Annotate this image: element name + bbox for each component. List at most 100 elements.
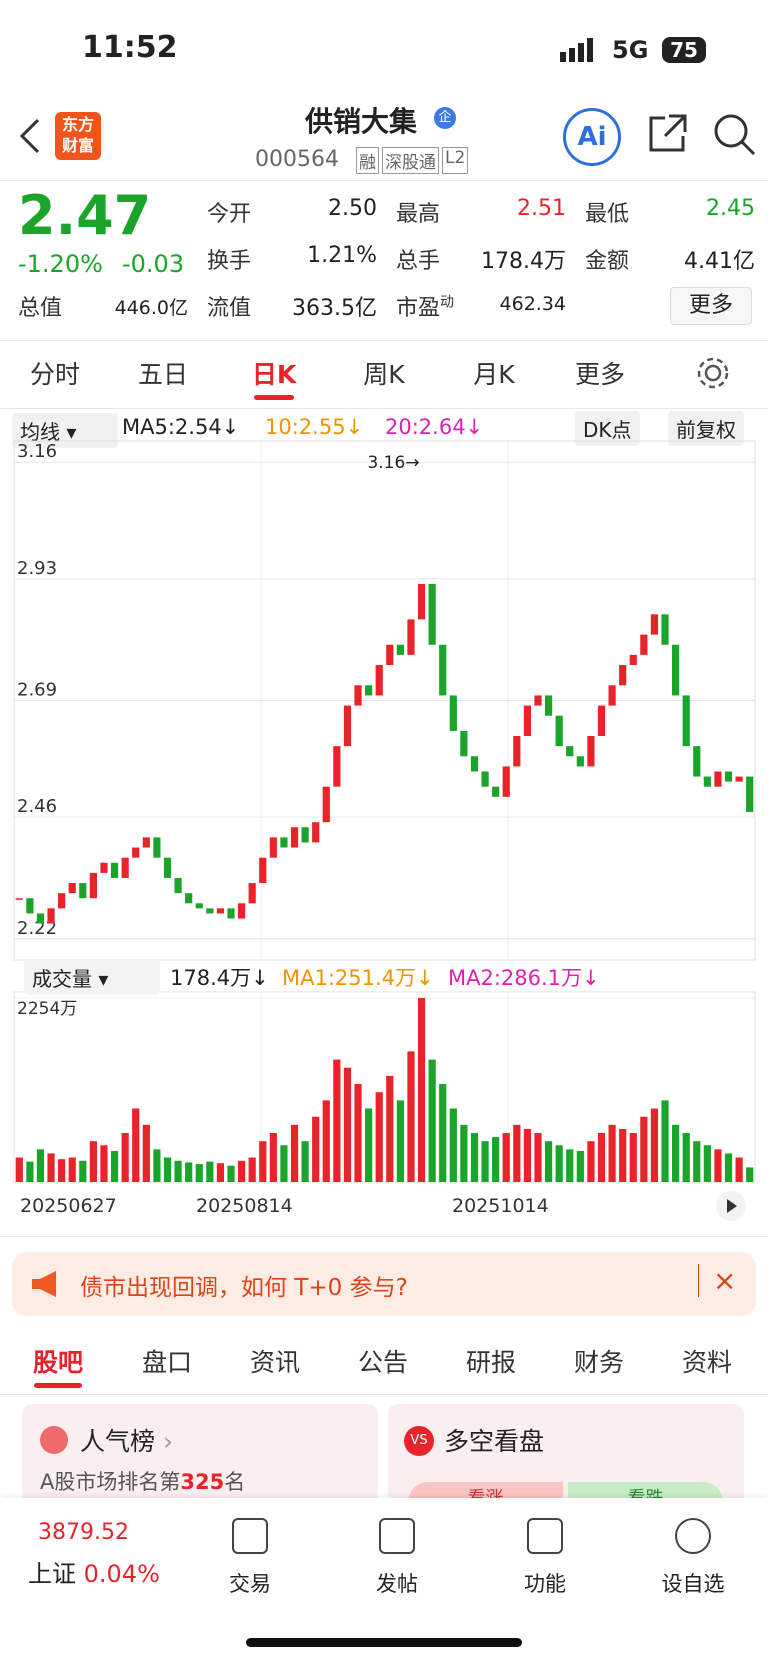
rank: 325 bbox=[180, 1470, 225, 1494]
divider bbox=[0, 180, 768, 181]
field-label: 总值 bbox=[18, 290, 62, 322]
candle bbox=[280, 837, 288, 848]
field-value: 2.45 bbox=[706, 196, 755, 221]
ai-button[interactable]: Ai bbox=[563, 108, 621, 166]
period-tab[interactable]: 更多 bbox=[574, 360, 626, 389]
volume-bar bbox=[227, 1165, 235, 1182]
field-label: 最低 bbox=[585, 196, 629, 228]
volume-bar bbox=[375, 1092, 383, 1182]
volume-bar bbox=[449, 1108, 457, 1182]
sub-tab[interactable]: 研报 bbox=[465, 1348, 517, 1377]
volume-bar bbox=[544, 1141, 553, 1182]
home-indicator bbox=[246, 1638, 522, 1647]
volume-bar bbox=[110, 1150, 119, 1182]
ma-selector-label: 均线 bbox=[20, 420, 60, 444]
candle bbox=[703, 776, 711, 787]
volume-bar bbox=[396, 1100, 404, 1182]
y-tick-label: 2.69 bbox=[17, 680, 57, 701]
field-label: 今开 bbox=[207, 196, 251, 228]
logo-line: 东方 bbox=[61, 115, 94, 134]
volume-bar bbox=[89, 1141, 97, 1182]
nav-label[interactable]: 设自选 bbox=[661, 1572, 725, 1596]
candle bbox=[121, 857, 129, 878]
volume-bar bbox=[343, 1067, 352, 1182]
card-title-text: 人气榜 bbox=[80, 1427, 156, 1456]
scroll-arrow bbox=[727, 1199, 737, 1213]
index-name: 上证 bbox=[28, 1560, 76, 1588]
period-tab[interactable]: 月K bbox=[473, 360, 515, 389]
banner[interactable]: 债市出现回调，如何 T+0 参与? × bbox=[12, 1252, 756, 1316]
time: 11:52 bbox=[82, 30, 178, 65]
more-button[interactable]: 更多 bbox=[670, 287, 752, 325]
volume-bar bbox=[68, 1157, 76, 1182]
tab-underline bbox=[34, 1383, 82, 1388]
volume-bar bbox=[661, 1100, 669, 1182]
tag: 深股通 bbox=[382, 147, 439, 174]
candle bbox=[174, 877, 182, 894]
nav-label[interactable]: 功能 bbox=[524, 1572, 566, 1596]
nav-label[interactable]: 发帖 bbox=[376, 1572, 418, 1596]
candle bbox=[354, 685, 362, 706]
volume-bar bbox=[513, 1124, 521, 1182]
nav-icon[interactable] bbox=[379, 1518, 415, 1554]
signal-icon bbox=[560, 38, 593, 62]
volume-bar bbox=[481, 1141, 489, 1182]
candle bbox=[555, 715, 563, 747]
back-button[interactable] bbox=[18, 118, 42, 154]
volume-bar bbox=[333, 1059, 341, 1182]
field-label: 总手 bbox=[396, 243, 440, 275]
volume-bar bbox=[714, 1149, 722, 1182]
dk-button[interactable]: DK点 bbox=[575, 411, 640, 446]
volume-bar bbox=[746, 1167, 754, 1182]
volume-bar bbox=[629, 1133, 637, 1182]
volume-bar bbox=[640, 1116, 648, 1182]
ma20: 20:2.64↓ bbox=[385, 415, 484, 439]
volume-bar bbox=[619, 1128, 627, 1182]
period-tab[interactable]: 五日 bbox=[137, 360, 189, 389]
volume-bar bbox=[322, 1100, 330, 1182]
candle bbox=[597, 705, 606, 736]
tag: 融 bbox=[356, 147, 379, 174]
nav-label[interactable]: 交易 bbox=[229, 1572, 271, 1596]
candle bbox=[386, 644, 394, 666]
volume-bar bbox=[608, 1124, 616, 1182]
candle bbox=[672, 644, 680, 696]
sub-tab[interactable]: 公告 bbox=[357, 1348, 409, 1377]
stock-name: 供销大集 bbox=[305, 105, 418, 138]
volume-bar bbox=[301, 1141, 309, 1182]
period-tab[interactable]: 分时 bbox=[29, 360, 81, 389]
candle bbox=[365, 685, 373, 696]
search-button[interactable] bbox=[712, 112, 758, 158]
volume-bar bbox=[417, 998, 426, 1182]
bottom-bar: 3879.52 上证 0.04% 交易 发帖 功能 设自选 bbox=[0, 1498, 768, 1663]
sub-tab[interactable]: 盘口 bbox=[141, 1348, 193, 1377]
volume-bar bbox=[566, 1149, 574, 1182]
ma-selector[interactable]: 均线 ▾ bbox=[12, 413, 118, 448]
settings-button[interactable] bbox=[695, 355, 731, 391]
field-label: 金额 bbox=[585, 243, 629, 275]
candle bbox=[163, 857, 172, 878]
sub-tab[interactable]: 财务 bbox=[573, 1348, 625, 1377]
sub-tab[interactable]: 资料 bbox=[681, 1348, 733, 1377]
volume-frame bbox=[13, 991, 756, 1183]
volume-bar bbox=[492, 1137, 500, 1182]
label-text: 市盈 bbox=[396, 296, 441, 321]
candle bbox=[640, 634, 648, 655]
banner-close[interactable]: × bbox=[698, 1264, 736, 1297]
period-tab[interactable]: 日K bbox=[251, 360, 297, 389]
nav-icon[interactable] bbox=[232, 1518, 268, 1554]
volume-bar bbox=[650, 1108, 659, 1182]
popularity-card[interactable]: 人气榜 › A股市场排名第325名 bbox=[22, 1404, 378, 1514]
rank-text: A股市场排名第325名 bbox=[40, 1466, 245, 1496]
sub-tab[interactable]: 资讯 bbox=[249, 1348, 301, 1377]
volume-bar bbox=[587, 1141, 595, 1182]
candle bbox=[566, 746, 574, 757]
share-button[interactable] bbox=[645, 112, 689, 156]
period-tab[interactable]: 周K bbox=[363, 360, 405, 389]
nav-icon[interactable] bbox=[675, 1518, 711, 1554]
nav-icon[interactable] bbox=[527, 1518, 563, 1554]
logo: 东方 财富 bbox=[55, 112, 101, 160]
volume-selector[interactable]: 成交量 ▾ bbox=[24, 960, 160, 995]
sub-tab[interactable]: 股吧 bbox=[32, 1348, 84, 1377]
adjust-button[interactable]: 前复权 bbox=[668, 411, 744, 446]
